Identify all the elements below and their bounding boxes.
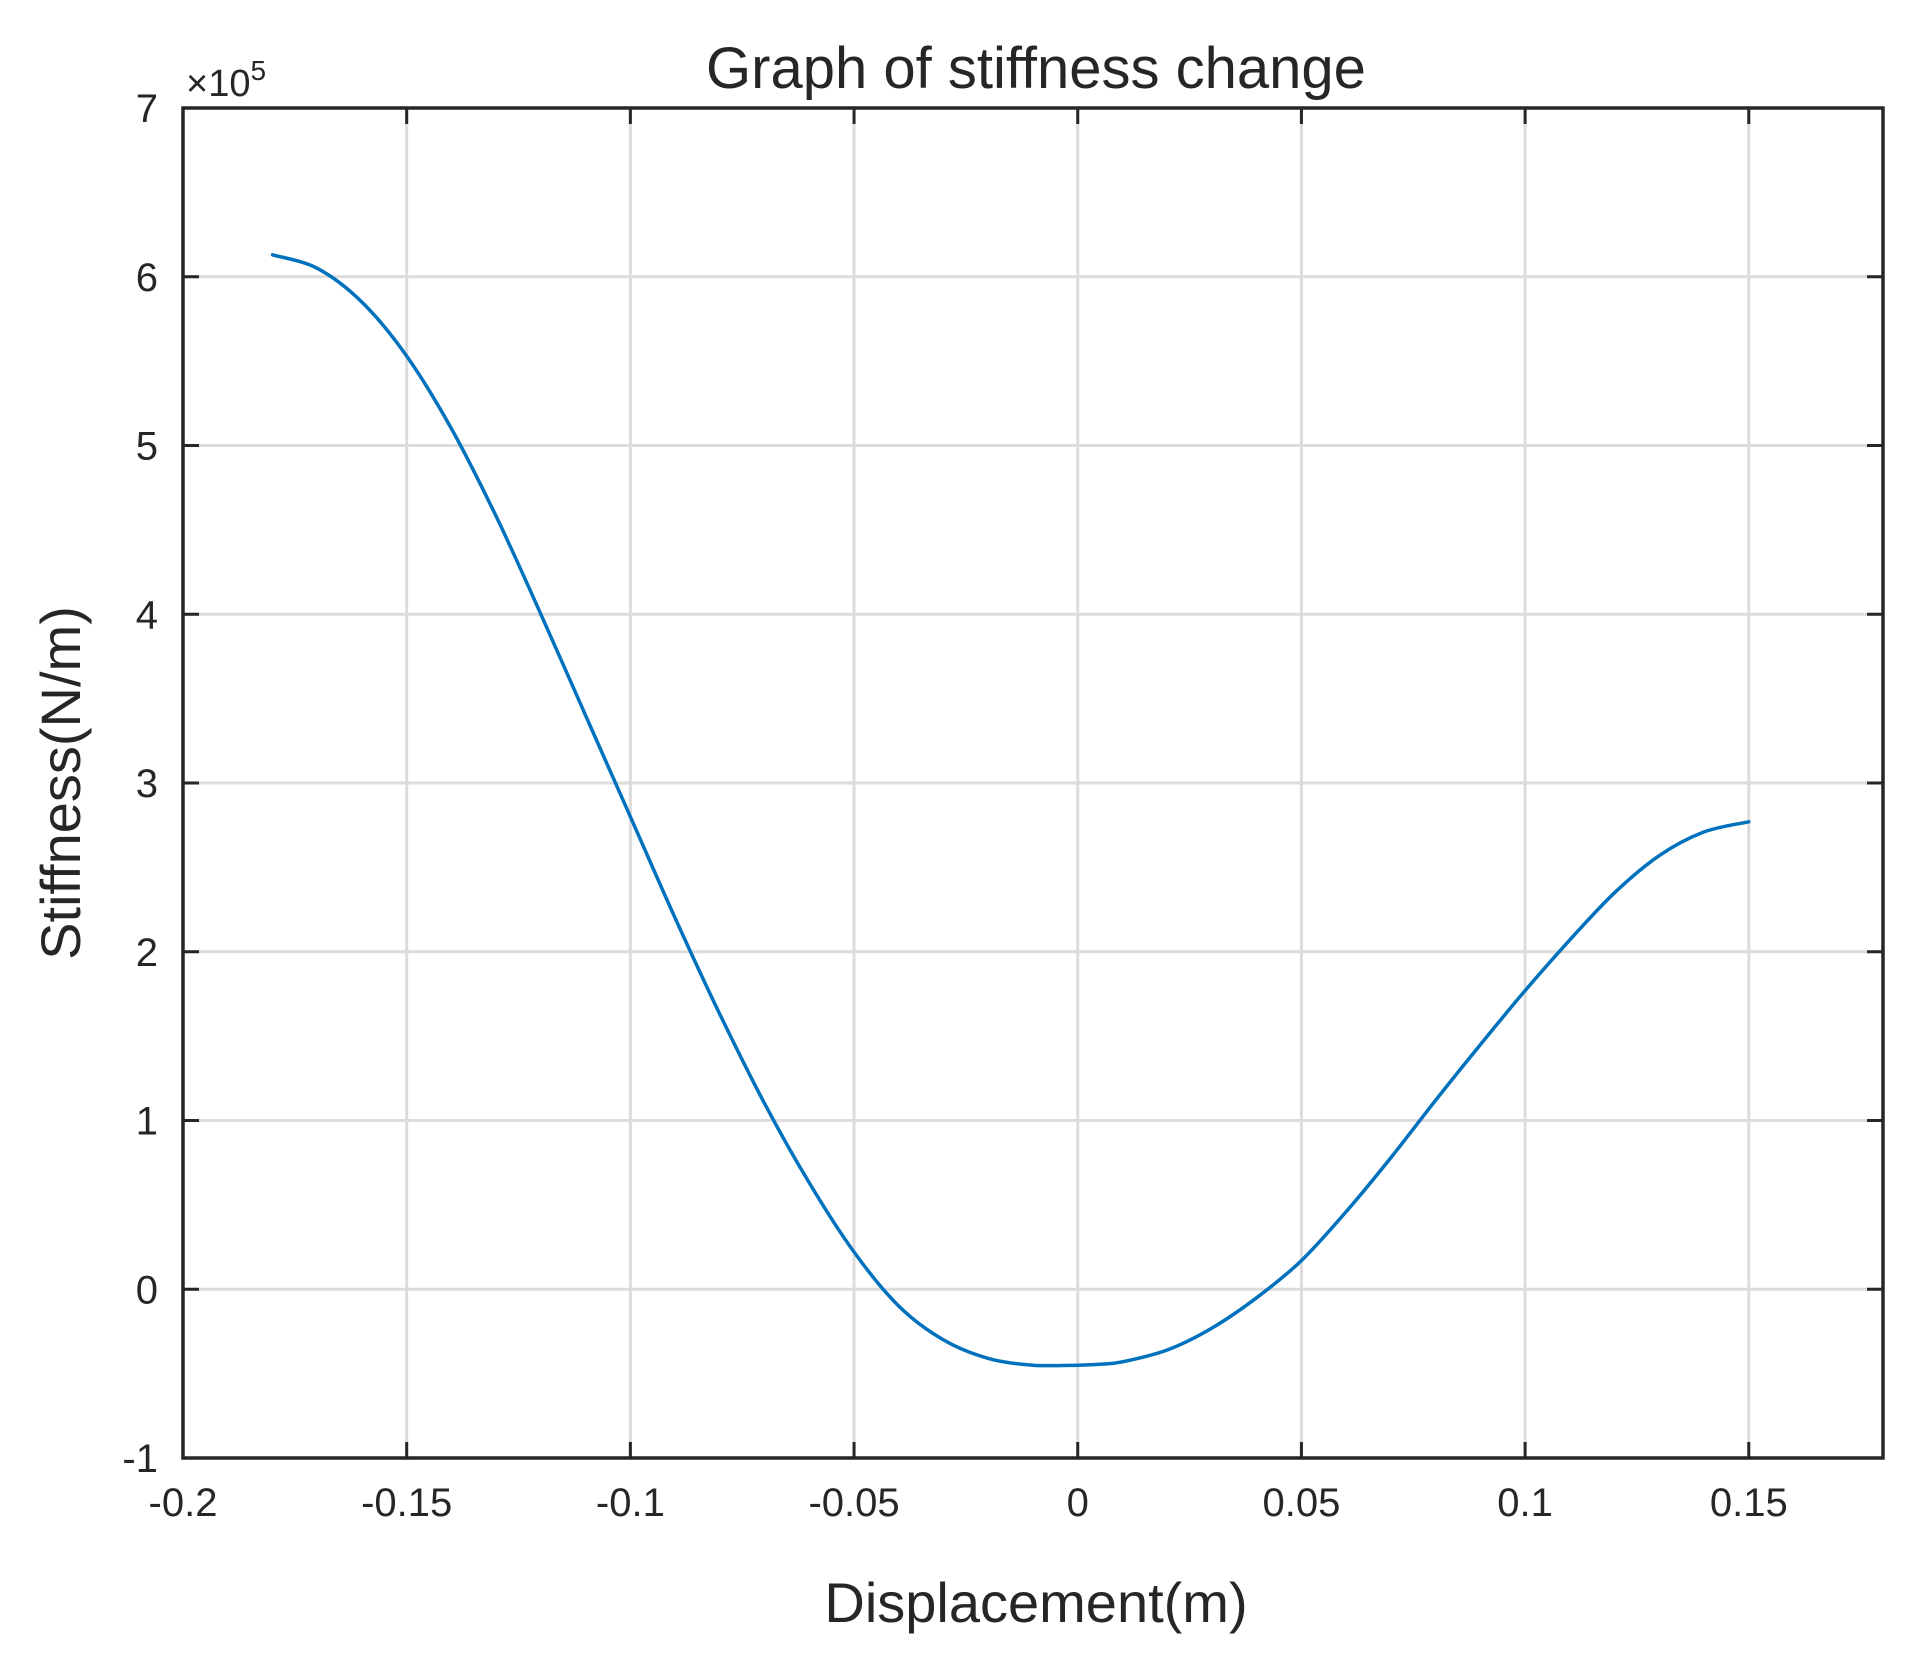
y-tick-label: 3 [136,762,158,806]
x-tick-label: 0.1 [1497,1481,1553,1525]
x-tick-label: -0.15 [361,1481,452,1525]
series-group [270,253,1751,1368]
y-axis-multiplier-exponent: 5 [250,55,266,86]
y-axis-multiplier-base: ×10 [186,63,250,105]
x-tick-label: -0.2 [149,1481,218,1525]
series-line [270,253,1751,1368]
y-tick-label: 5 [136,425,158,469]
x-tick-label: 0.15 [1710,1481,1788,1525]
y-tick-label: 6 [136,256,158,300]
y-tick-label: 7 [136,87,158,131]
tick-marks [181,106,1883,1460]
y-tick-label: 0 [136,1268,158,1312]
chart-title: Graph of stiffness change [706,36,1366,101]
x-tick-labels: -0.2 -0.15 -0.1 -0.05 0 0.05 0.1 0.15 [149,1481,1788,1525]
x-tick-label: 0.05 [1262,1481,1340,1525]
y-tick-label: 2 [136,931,158,975]
x-tick-label: -0.1 [596,1481,665,1525]
x-axis-title: Displacement(m) [824,1571,1247,1634]
y-tick-labels: -1 0 1 2 3 4 5 6 7 [122,87,158,1481]
y-tick-label: 1 [136,1100,158,1144]
grid-lines [183,108,1883,1458]
y-axis-multiplier: ×105 [186,55,266,105]
y-tick-label: -1 [122,1437,158,1481]
y-tick-label: 4 [136,593,158,637]
x-tick-label: 0 [1067,1481,1089,1525]
y-axis-title: Stiffness(N/m) [29,606,92,960]
x-tick-label: -0.05 [808,1481,899,1525]
